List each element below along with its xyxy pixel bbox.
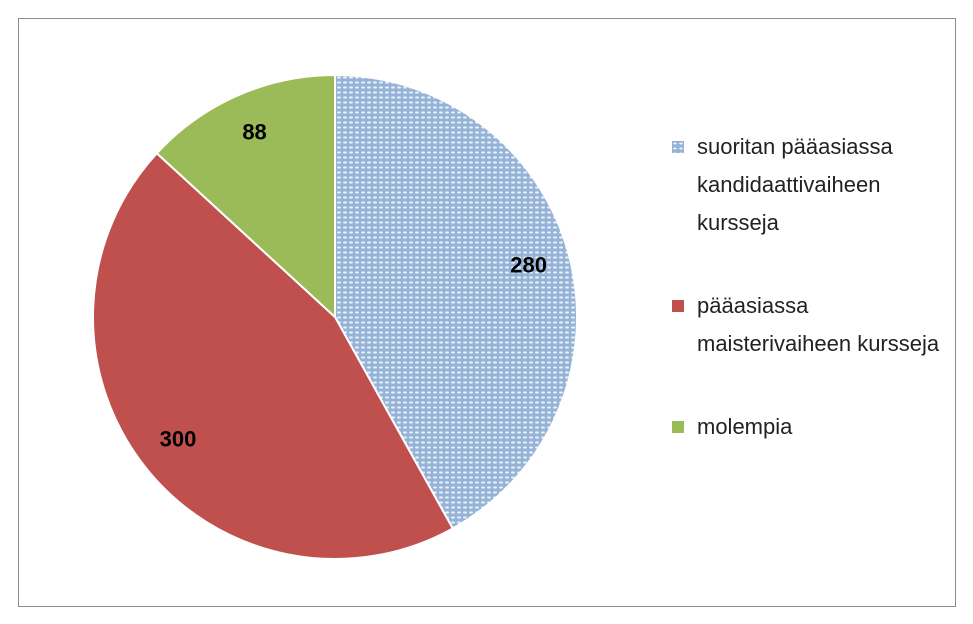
- legend: suoritan pääasiassa kandidaattivaiheen k…: [666, 128, 956, 491]
- legend-item: suoritan pääasiassa kandidaattivaiheen k…: [666, 128, 956, 242]
- data-label: 280: [510, 253, 547, 278]
- legend-swatch: [672, 421, 684, 433]
- pie-slice: [155, 73, 336, 320]
- legend-label: suoritan pääasiassa kandidaattivaiheen k…: [697, 134, 893, 235]
- pie-slice: [334, 73, 578, 530]
- legend-label: pääasiassa maisterivaiheen kursseja: [697, 293, 940, 356]
- legend-swatch: [672, 300, 684, 312]
- data-label: 300: [160, 427, 197, 452]
- data-label: 88: [242, 120, 266, 145]
- pie-slice: [92, 151, 455, 560]
- legend-label: molempia: [697, 414, 793, 439]
- legend-item: molempia: [666, 408, 956, 446]
- legend-swatch: [672, 141, 684, 153]
- legend-item: pääasiassa maisterivaiheen kursseja: [666, 287, 956, 363]
